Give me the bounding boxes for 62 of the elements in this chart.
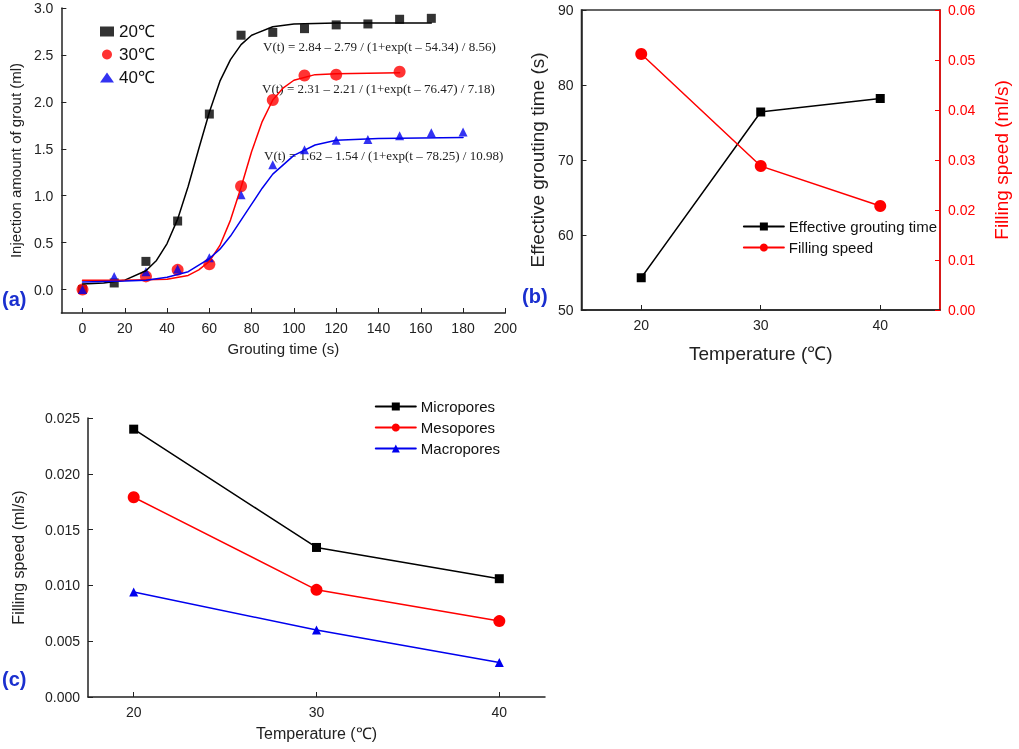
y-tick-label: 0.025 <box>44 410 81 426</box>
y-axis-title: Injection amount of grout (ml) <box>7 62 24 259</box>
y-tick-label: 0.020 <box>44 465 81 482</box>
y-tick-label: 70 <box>557 152 574 168</box>
y-tick-label: 0.5 <box>33 234 54 251</box>
text: (c) <box>2 668 27 690</box>
annotation: V(t) = 2.84 – 2.79 / (1+exp(t – 54.34) / 8.56) <box>263 39 496 54</box>
legend-label: 40℃ <box>119 68 155 87</box>
x-tick-label: 30 <box>308 704 325 720</box>
x-tick-label: 20 <box>633 317 650 333</box>
x-tick-label: 200 <box>493 320 518 336</box>
x-tick-label: 40 <box>491 704 508 720</box>
y-tick-label: 0.005 <box>44 633 81 650</box>
y-tick-label: 1.5 <box>33 140 54 157</box>
y-axis-title: Filling speed (ml/s) <box>9 490 27 625</box>
x-axis-title: Grouting time (s) <box>227 340 340 357</box>
y-tick-label: 3.0 <box>33 0 54 16</box>
x-tick-label: 40 <box>872 317 889 333</box>
x-axis-title: Temperature (℃) <box>688 343 833 364</box>
y2-axis-title: Filling speed (ml/s) <box>991 80 1012 240</box>
x-tick-label: 100 <box>282 320 306 336</box>
text: (a) <box>2 288 27 310</box>
x-tick-label: 120 <box>324 320 349 336</box>
y-tick-label: 0.000 <box>44 689 81 705</box>
legend-label: Micropores <box>420 398 495 415</box>
y-tick-label: 2.5 <box>33 46 54 63</box>
y2-tick-label: 0.04 <box>948 102 976 118</box>
text: (b) <box>522 285 548 307</box>
y-axis-title: Effective grouting time (s) <box>527 52 548 268</box>
y2-tick-label: 0.05 <box>948 52 976 68</box>
y2-tick-label: 0.02 <box>948 202 976 218</box>
annotation: V(t) = 2.31 – 2.21 / (1+exp(t – 76.47) / 7.18) <box>262 81 495 96</box>
y-tick-label: 0.015 <box>44 521 81 538</box>
x-tick-label: 20 <box>117 320 133 336</box>
legend-label: 20℃ <box>119 22 155 41</box>
x-tick-label: 20 <box>125 704 142 720</box>
y-tick-label: 1.0 <box>33 187 54 204</box>
x-axis-title: Temperature (℃) <box>256 724 377 742</box>
x-tick-label: 180 <box>451 320 475 336</box>
y-tick-label: 2.0 <box>33 93 54 110</box>
x-tick-label: 0 <box>78 320 87 336</box>
y2-tick-label: 0.00 <box>948 302 976 318</box>
y2-tick-label: 0.06 <box>948 2 976 18</box>
y-tick-label: 0.0 <box>33 281 54 298</box>
x-tick-label: 60 <box>201 320 218 336</box>
legend-label: Filling speed <box>788 239 874 256</box>
x-tick-label: 30 <box>752 317 769 333</box>
x-tick-label: 160 <box>409 320 433 336</box>
y-tick-label: 0.010 <box>44 577 81 594</box>
y2-tick-label: 0.03 <box>948 152 976 168</box>
legend-label: 30℃ <box>119 45 155 64</box>
x-tick-label: 80 <box>243 320 260 336</box>
y-tick-label: 80 <box>557 77 574 93</box>
y-tick-label: 50 <box>557 302 574 318</box>
legend-label: Mesopores <box>420 419 496 436</box>
legend-label: Effective grouting time <box>788 218 938 235</box>
x-tick-label: 140 <box>366 320 391 336</box>
legend-label: Macropores <box>420 440 501 457</box>
y-tick-label: 60 <box>557 227 574 243</box>
x-tick-label: 40 <box>159 320 176 336</box>
y-tick-label: 90 <box>557 2 574 18</box>
y2-tick-label: 0.01 <box>948 252 976 268</box>
